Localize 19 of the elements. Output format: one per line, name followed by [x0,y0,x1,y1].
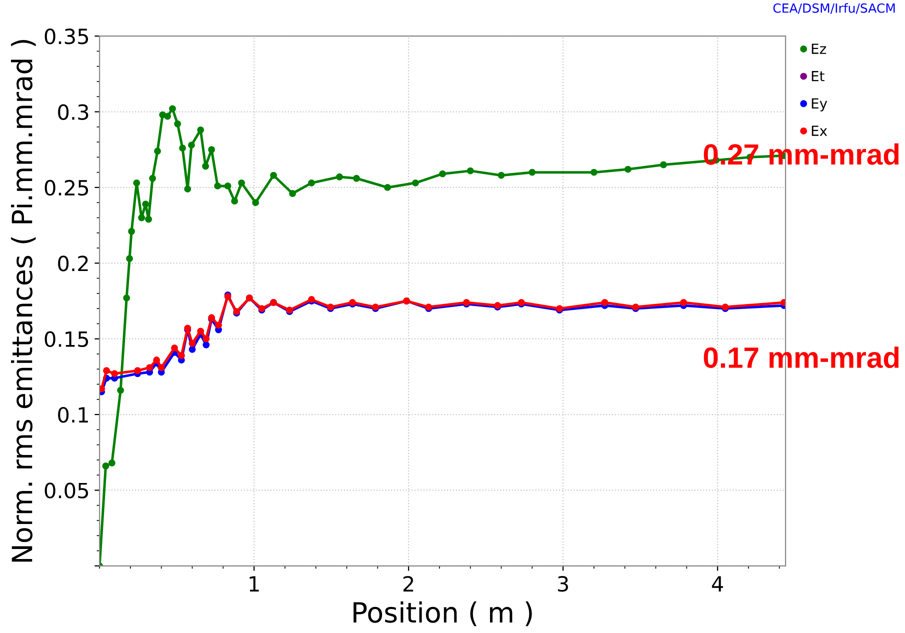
y-tick-label: 0.15 [44,331,88,348]
x-tick-label: 1 [250,576,259,592]
text: CEA/DSM/Irfu/SACM [773,3,895,14]
y-tick-label: 0.1 [58,406,88,423]
legend-label: Ex [812,126,828,136]
x-tick-label: 4 [712,576,724,592]
annotation: 0.17 mm-mrad [704,346,899,368]
y-axis-title: Norm. rms emittances ( Pi.mm.mrad ) [11,40,36,562]
legend-label: Ez [812,44,826,54]
y-tick-label: 0.35 [44,28,88,44]
y-tick-label: 0.25 [44,180,88,196]
x-axis-title: Position ( m ) [354,601,532,626]
y-tick-label: 0.3 [58,104,88,120]
legend-label: Et [812,71,824,82]
x-tick-label: 3 [558,576,568,592]
x-tick-label: 2 [403,576,414,592]
legend-label: Ey [812,98,828,112]
y-tick-label: 0.2 [58,256,88,272]
y-tick-label: 0.05 [44,482,88,498]
